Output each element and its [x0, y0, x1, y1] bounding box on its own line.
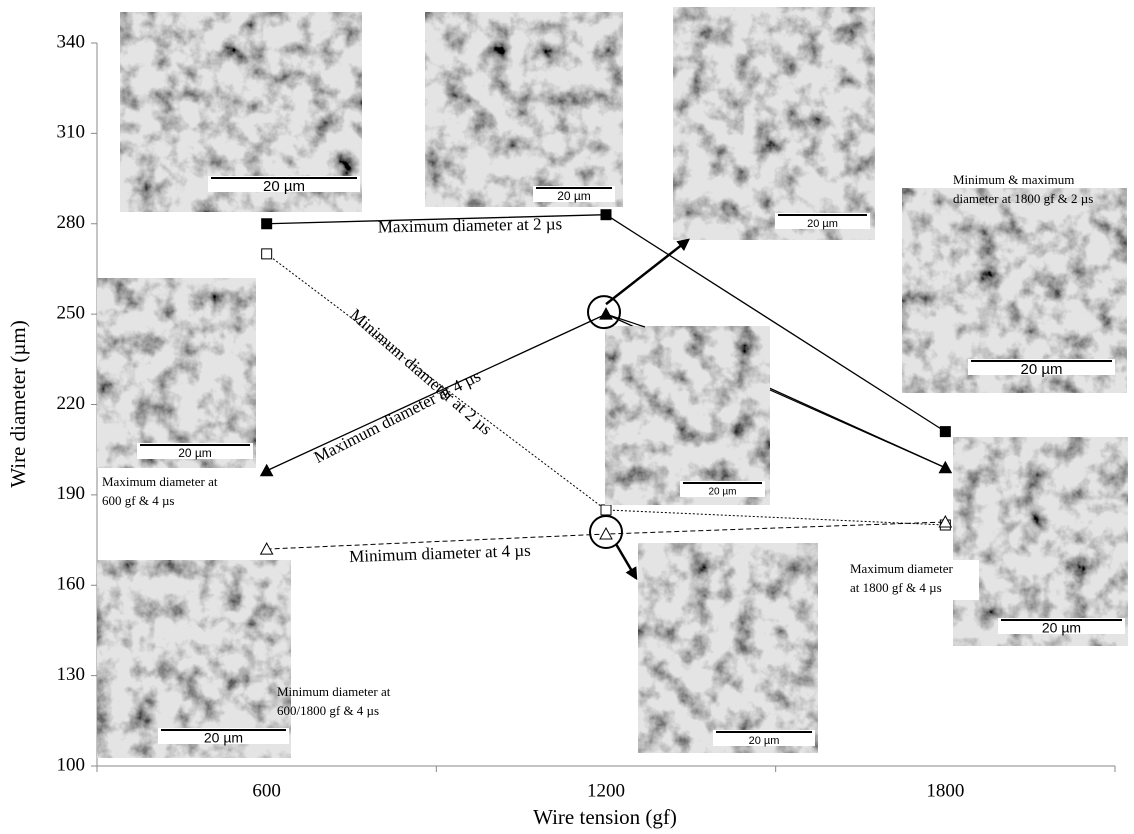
- y-tick-label: 130: [57, 664, 86, 685]
- marker: [940, 427, 950, 437]
- scale-bar-label: 20 µm: [807, 218, 838, 230]
- scale-bar-label: 20 µm: [204, 730, 243, 746]
- marker: [601, 505, 611, 515]
- x-tick-label: 1800: [926, 780, 964, 801]
- micrograph: 20 µm: [902, 188, 1127, 393]
- y-tick-label: 220: [57, 393, 86, 414]
- arrow: [616, 544, 636, 578]
- micrograph-image: [605, 326, 770, 505]
- y-axis-title: Wire diameter (µm): [6, 320, 30, 488]
- micrograph: 20 µm: [638, 543, 818, 753]
- marker: [600, 308, 612, 319]
- annotation: at 1800 gf & 4 µs: [850, 580, 942, 595]
- series-label: Minimum diameter at 4 µs: [349, 541, 531, 566]
- micrograph: 20 µm: [425, 12, 623, 207]
- arrow: [606, 240, 688, 304]
- annotation: Minimum diameter at: [277, 684, 391, 699]
- y-tick-label: 280: [57, 212, 86, 233]
- micrograph: 20 µm: [97, 278, 256, 468]
- micrograph: 20 µm: [97, 560, 291, 758]
- y-tick-label: 340: [57, 31, 86, 52]
- x-tick-label: 600: [252, 780, 281, 801]
- micrograph-image: [953, 437, 1128, 646]
- micrograph-image: [97, 278, 256, 468]
- micrograph: 20 µm: [605, 326, 770, 505]
- annotation: Maximum diameter at: [102, 474, 218, 489]
- series-label: Maximum diameter at 4 µs: [311, 366, 484, 467]
- scale-bar-label: 20 µm: [1042, 620, 1081, 636]
- marker: [262, 249, 272, 259]
- connector: [770, 390, 945, 468]
- y-tick-label: 250: [57, 302, 86, 323]
- series-label: Maximum diameter at 2 µs: [378, 214, 563, 236]
- annotation: Minimum & maximum: [953, 172, 1074, 187]
- micrograph-image: [425, 12, 623, 207]
- annotation: 600 gf & 4 µs: [102, 493, 175, 508]
- y-tick-label: 190: [57, 483, 86, 504]
- micrograph: 20 µm: [120, 12, 362, 212]
- chart: Wire diameter (µm) Wire tension (gf) 100…: [0, 0, 1134, 834]
- x-axis-title: Wire tension (gf): [533, 805, 677, 829]
- scale-bar-label: 20 µm: [709, 487, 737, 498]
- marker: [262, 219, 272, 229]
- micrograph: 20 µm: [953, 437, 1128, 646]
- marker: [601, 210, 611, 220]
- micrograph-image: [638, 543, 818, 753]
- scale-bar-label: 20 µm: [1021, 361, 1063, 378]
- annotation: diameter at 1800 gf & 2 µs: [953, 191, 1093, 206]
- scale-bar-label: 20 µm: [263, 178, 305, 195]
- y-tick-label: 100: [57, 754, 86, 775]
- scale-bar-label: 20 µm: [178, 446, 212, 460]
- micrograph-image: [673, 7, 875, 240]
- scale-bar-label: 20 µm: [557, 189, 591, 203]
- scale-bar-label: 20 µm: [749, 735, 780, 747]
- y-tick-label: 160: [57, 574, 86, 595]
- micrograph: 20 µm: [673, 7, 875, 240]
- marker: [600, 528, 612, 539]
- x-tick-label: 1200: [587, 780, 625, 801]
- y-tick-label: 310: [57, 122, 86, 143]
- marker: [261, 465, 273, 476]
- annotation: 600/1800 gf & 4 µs: [277, 703, 379, 718]
- annotation: Maximum diameter: [850, 561, 954, 576]
